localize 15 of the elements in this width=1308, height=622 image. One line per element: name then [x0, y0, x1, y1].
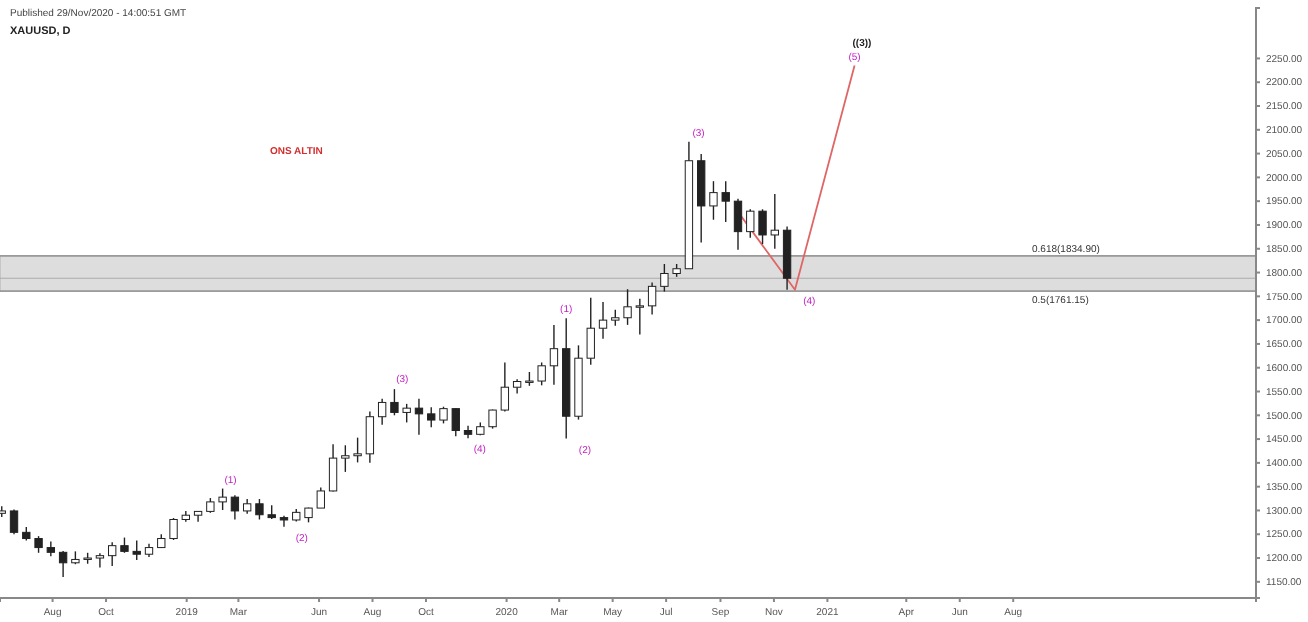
candlestick	[230, 494, 240, 521]
candlestick	[9, 508, 19, 535]
candlestick	[500, 361, 510, 413]
candlestick	[733, 198, 743, 251]
candlestick	[328, 443, 338, 493]
candlestick	[598, 301, 608, 340]
candlestick	[279, 514, 289, 528]
candlestick	[414, 397, 424, 436]
candlestick	[377, 397, 387, 426]
candlestick	[647, 281, 657, 316]
candlestick	[549, 324, 559, 386]
candlestick	[95, 552, 105, 569]
candlestick	[365, 410, 375, 464]
candlestick	[635, 298, 645, 336]
candlestick	[58, 550, 68, 578]
